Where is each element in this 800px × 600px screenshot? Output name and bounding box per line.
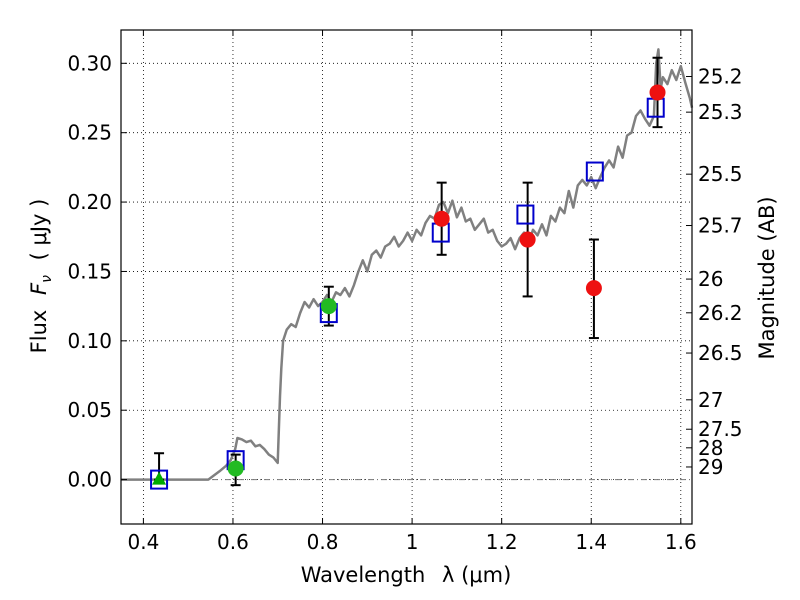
- right-tick-label: 25.2: [698, 64, 743, 88]
- right-tick-label: 25.7: [698, 214, 743, 238]
- error-bars: [154, 56, 663, 487]
- model-filter-square: [150, 469, 169, 490]
- model-filter-squares: [150, 97, 665, 490]
- y-tick-label: 0.20: [67, 190, 112, 214]
- optical-detections-point: [227, 460, 244, 477]
- model-filter-square: [585, 161, 604, 182]
- grid-lines: [121, 30, 692, 524]
- y-axis-symbol-subscript: ν: [39, 275, 55, 283]
- x-tick-label: 0.6: [217, 530, 249, 554]
- right-tick-label: 26: [698, 267, 723, 291]
- plot-frame: [120, 29, 693, 525]
- y-tick-label: 0.25: [67, 121, 112, 145]
- x-tick-label: 1.4: [575, 530, 607, 554]
- upper-limit-triangle: [152, 471, 167, 485]
- right-tick-label: 28: [698, 436, 723, 460]
- right-tick-label: 25.3: [698, 100, 743, 124]
- nir-detections-point: [585, 280, 602, 297]
- nir-detections-point: [649, 84, 666, 101]
- y-axis-symbol: F: [27, 282, 51, 295]
- right-tick-label: 26.2: [698, 301, 743, 325]
- y-tick-label: 0.15: [67, 259, 112, 283]
- axis-ticks: 0.4 0.6 0.8 1 1.2 1.4 1.6 0.00 0.05 0.10 0.15 0.20 0…: [67, 30, 743, 554]
- right-tick-label: 26.5: [698, 341, 743, 365]
- x-tick-label: 1.6: [665, 530, 697, 554]
- nir-detections-point: [519, 231, 536, 248]
- y-axis-label-text: Flux: [27, 310, 51, 354]
- y-axis-unit: ( μJy ): [27, 199, 51, 261]
- right-tick-label: 27.5: [698, 417, 743, 441]
- x-axis-label: Wavelength λ (μm): [301, 563, 512, 587]
- x-tick-label: 1.2: [486, 530, 518, 554]
- optical-detections-point: [320, 298, 337, 315]
- observed-markers: [152, 84, 666, 485]
- y-tick-label: 0.10: [67, 329, 112, 353]
- right-tick-label: 29: [698, 455, 723, 479]
- x-tick-label: 1: [406, 530, 419, 554]
- right-axis-label: Magnitude (AB): [755, 196, 779, 359]
- y-axis-label: Flux Fν ( μJy ): [27, 199, 56, 354]
- right-tick-label: 25.5: [698, 162, 743, 186]
- x-tick-label: 0.8: [307, 530, 339, 554]
- y-tick-label: 0.30: [67, 51, 112, 75]
- x-tick-label: 0.4: [127, 530, 159, 554]
- y-tick-label: 0.05: [67, 398, 112, 422]
- y-tick-label: 0.00: [67, 468, 112, 492]
- model-filter-square: [516, 204, 535, 225]
- svg-text:Flux Fν ( μJy ): Flux Fν ( μJy ): [27, 199, 56, 354]
- model-spectrum-line: [121, 48, 694, 481]
- x-axis-label-text: Wavelength: [301, 563, 426, 587]
- x-axis-symbol: λ (μm): [442, 563, 511, 587]
- nir-detections-point: [433, 210, 450, 227]
- right-tick-label: 27: [698, 388, 723, 412]
